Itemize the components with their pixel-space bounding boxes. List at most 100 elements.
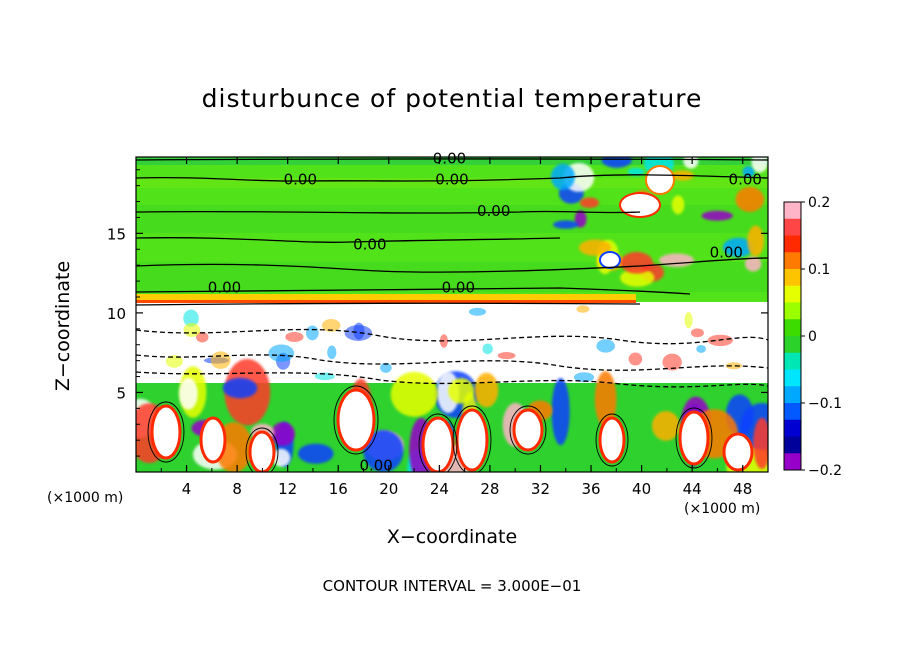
disturbance-blob — [651, 410, 680, 441]
disturbance-blob — [594, 371, 617, 428]
contour-line — [136, 237, 561, 243]
colorbar-swatch — [784, 302, 801, 320]
plume-blob — [579, 197, 600, 209]
colorbar-swatch — [784, 235, 801, 253]
x-tick-label: 12 — [278, 480, 297, 498]
contour-label: 0.00 — [477, 202, 510, 220]
plume-core — [619, 192, 661, 218]
x-tick-label: 16 — [329, 480, 348, 498]
band-blob — [684, 311, 693, 329]
colorbar-swatch — [784, 252, 801, 270]
x-tick-label: 4 — [182, 480, 192, 498]
x-tick-label: 40 — [632, 480, 651, 498]
disturbance-core — [678, 410, 710, 466]
contour-loop — [509, 405, 547, 455]
colorbar-swatch — [784, 386, 801, 404]
colorbar-swatch — [784, 453, 801, 471]
colorbar-swatch — [784, 218, 801, 236]
disturbance-core — [512, 408, 544, 452]
plume-blob — [671, 195, 685, 215]
contour-interval-note: CONTOUR INTERVAL = 3.000E−01 — [322, 577, 582, 595]
contour-label: 0.00 — [353, 236, 386, 254]
colorbar-swatch — [784, 436, 801, 454]
band-blob — [628, 352, 643, 366]
plume-blob — [601, 157, 632, 168]
band-blob — [690, 328, 704, 338]
contour-label: 0.00 — [710, 243, 743, 261]
x-tick-label: 20 — [379, 480, 398, 498]
plume-blob — [578, 239, 612, 256]
x-tick-label: 32 — [531, 480, 550, 498]
band-blob — [482, 343, 493, 355]
colorbar-swatch — [784, 202, 801, 220]
x-tick-label: 44 — [683, 480, 702, 498]
contour-line — [136, 158, 768, 161]
plume-blob — [683, 157, 699, 169]
colorbar-swatch — [784, 336, 801, 354]
x-tick-label: 28 — [480, 480, 499, 498]
plume-blob — [553, 220, 579, 229]
plume-blob — [747, 225, 765, 257]
band-blob — [344, 325, 373, 341]
disturbance-core — [199, 416, 227, 464]
disturbance-blob — [551, 377, 570, 446]
y-tick-label: 15 — [107, 225, 126, 243]
contour-line — [136, 287, 691, 295]
plume-blob — [742, 165, 755, 178]
plume-blob — [735, 187, 765, 212]
disturbance-blob — [448, 378, 475, 404]
band-blob — [322, 319, 341, 332]
contour-label: 0.00 — [284, 170, 317, 188]
contour-line — [136, 174, 768, 182]
band-blob — [196, 331, 209, 343]
contour-line — [136, 328, 768, 345]
colorbar-swatch — [784, 403, 801, 421]
colorbar-tick-label: −0.1 — [808, 396, 842, 412]
y-axis-ticks: 5 10 15 — [107, 169, 768, 457]
x-axis-label: X−coordinate — [386, 526, 518, 548]
plume-core — [645, 165, 675, 195]
contour-line — [136, 354, 768, 371]
disturbance-core — [150, 404, 182, 460]
disturbance-blob — [179, 377, 198, 410]
disturbance-blob — [297, 443, 334, 464]
disturbance-blob — [222, 377, 258, 399]
colorbar-swatch — [784, 319, 801, 337]
contour-labels: 0.00 0.00 0.00 0.00 0.00 0.00 0.00 0.00 0.00 0.00 — [208, 150, 762, 475]
band-blob — [306, 325, 319, 341]
disturbance-blob — [753, 417, 768, 469]
disturbance-core — [455, 408, 489, 472]
colorbar-swatch — [784, 369, 801, 387]
band-blob — [210, 351, 231, 369]
contour-loop — [675, 407, 713, 469]
colorbar-swatch — [784, 352, 801, 370]
disturbance-core — [598, 416, 626, 464]
colorbar-tick-label: 0 — [808, 329, 817, 345]
band-blob — [497, 352, 516, 360]
band-blob — [327, 345, 337, 360]
x-axis-unit-left: (×1000 m) — [47, 490, 124, 506]
disturbance-blob — [474, 372, 499, 408]
disturbance-core — [421, 416, 455, 472]
x-tick-label: 24 — [430, 480, 449, 498]
band-blob — [268, 344, 295, 362]
y-tick-label: 5 — [116, 384, 126, 402]
plot-frame — [135, 156, 769, 473]
contour-lines — [136, 158, 768, 472]
contour-loop — [333, 385, 379, 455]
disturbance-blob — [390, 371, 438, 417]
band-blob — [573, 372, 595, 383]
y-tick-label: 10 — [107, 305, 126, 323]
x-tick-label: 8 — [232, 480, 242, 498]
contour-loop — [595, 413, 629, 467]
x-tick-label: 48 — [733, 480, 752, 498]
disturbance-core — [336, 388, 376, 452]
contour-loop — [418, 413, 458, 472]
contour-label: 0.00 — [359, 457, 392, 475]
x-axis-ticks: 4 8 12 16 20 24 28 32 36 40 44 48 — [160, 157, 752, 498]
disturbance-blob — [271, 421, 295, 446]
contour-line — [136, 210, 641, 214]
plume-blob — [620, 251, 653, 274]
disturbance-core — [248, 430, 276, 472]
